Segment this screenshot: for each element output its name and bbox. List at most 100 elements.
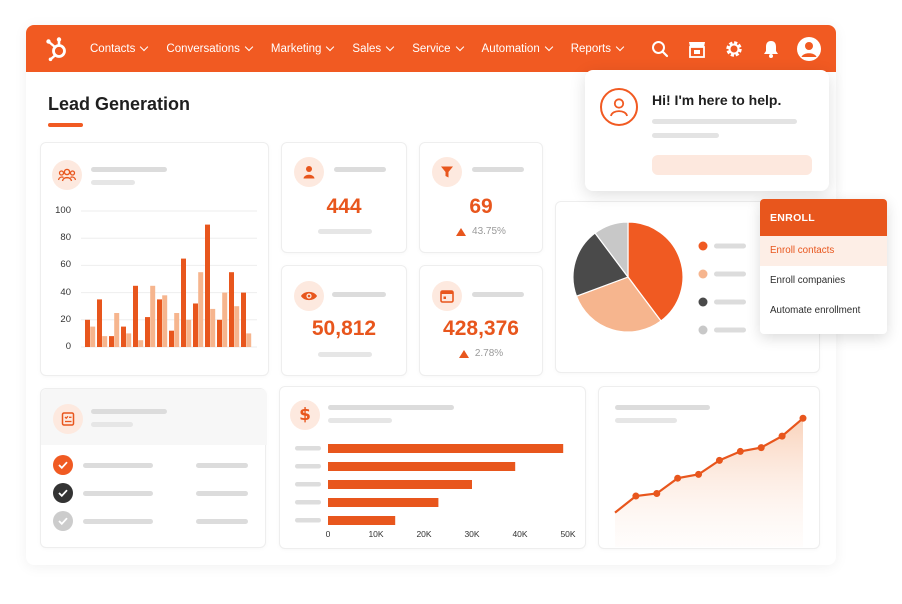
task-label-placeholder	[83, 491, 153, 496]
area-point	[715, 456, 723, 464]
placeholder-line	[91, 422, 133, 427]
stat-delta: 2.78%	[420, 348, 542, 359]
bar	[229, 272, 234, 347]
nav-icon-group	[635, 25, 822, 72]
delta-value: 43.75%	[472, 226, 506, 237]
legend-dot	[698, 269, 708, 279]
stat-value: 428,376	[443, 317, 519, 340]
nav-item-reports[interactable]: Reports	[571, 42, 625, 55]
bar-label-placeholder	[295, 482, 321, 487]
enroll-companies-item[interactable]: Enroll companies	[770, 275, 846, 286]
gear-icon[interactable]	[722, 37, 746, 61]
placeholder-line	[328, 418, 392, 423]
nav-item-service[interactable]: Service	[412, 42, 464, 55]
task-check-icon[interactable]	[53, 483, 73, 503]
bar-label-placeholder	[295, 464, 321, 469]
pie-chart	[572, 221, 746, 335]
stat-value: 444	[326, 195, 362, 218]
bar	[162, 295, 168, 347]
nav-item-automation[interactable]: Automation	[481, 42, 553, 55]
bar	[246, 333, 252, 347]
bar	[85, 319, 90, 347]
nav-item-label: Conversations	[166, 42, 240, 55]
automate-enrollment-item[interactable]: Automate enrollment	[770, 305, 861, 316]
marketplace-icon[interactable]	[685, 37, 709, 61]
horizontal-bar-chart	[295, 444, 564, 525]
chevron-down-icon	[385, 42, 395, 51]
avatar-icon[interactable]	[796, 36, 822, 62]
bar	[205, 224, 210, 347]
bar-label-placeholder	[295, 500, 321, 505]
stat-delta: 43.75%	[420, 226, 542, 237]
legend-placeholder	[714, 327, 746, 333]
pie-slice	[594, 221, 629, 279]
chat-reply-button[interactable]	[652, 155, 812, 175]
nav-item-contacts[interactable]: Contacts	[90, 42, 149, 55]
nav-item-sales[interactable]: Sales	[352, 42, 395, 55]
task-check-icon[interactable]	[53, 511, 73, 531]
area-point	[674, 474, 682, 482]
nav-item-label: Automation	[481, 42, 540, 55]
legend-placeholder	[714, 271, 746, 277]
task-value-placeholder	[196, 519, 248, 524]
chat-popup[interactable]: Hi! I'm here to help.	[585, 70, 829, 191]
chevron-down-icon	[244, 42, 254, 51]
y-tick-label: 80	[60, 232, 71, 244]
placeholder-line	[91, 409, 167, 414]
nav-item-marketing[interactable]: Marketing	[270, 42, 335, 55]
horizontal-bar-card: $ 0 10K 20K 30K 40K 50K	[279, 386, 586, 549]
area-point	[757, 444, 765, 452]
legend-dot	[698, 241, 708, 251]
person-icon	[294, 157, 324, 187]
area-chart	[614, 414, 807, 547]
bar	[174, 313, 180, 347]
area-chart-card	[598, 386, 820, 549]
stat-value: 50,812	[311, 317, 377, 340]
y-tick-label: 40	[60, 286, 71, 298]
x-tick-label: 30K	[464, 529, 480, 539]
task-value-placeholder	[196, 491, 248, 496]
stat-card-views: 50,812	[281, 265, 407, 376]
task-check-icon[interactable]	[53, 455, 73, 475]
nav-item-label: Marketing	[270, 42, 322, 55]
chevron-down-icon	[544, 42, 553, 51]
area-point	[799, 414, 807, 422]
task-value-placeholder	[196, 463, 248, 468]
stat-value: 69	[469, 195, 493, 218]
up-triangle-icon	[458, 349, 469, 358]
bell-icon[interactable]	[759, 37, 783, 61]
bar-label-placeholder	[295, 446, 321, 451]
chevron-down-icon	[140, 42, 149, 51]
x-tick-label: 10K	[368, 529, 384, 539]
x-tick-label: 0	[325, 529, 331, 539]
nav-item-label: Sales	[352, 42, 382, 55]
search-icon[interactable]	[648, 37, 672, 61]
nav-item-label: Contacts	[90, 42, 136, 55]
placeholder-line	[652, 119, 797, 124]
stat-card-contacts: 444	[281, 142, 407, 253]
bar-chart-card: 100 80 60 40 20 0	[40, 142, 269, 376]
y-tick-label: 60	[60, 259, 71, 271]
bar	[109, 336, 114, 347]
bar	[210, 308, 216, 347]
placeholder-line	[652, 133, 719, 138]
vertical-bar-chart	[81, 210, 257, 348]
placeholder-line	[472, 292, 524, 297]
bar	[181, 258, 186, 347]
bar	[193, 303, 198, 347]
bar	[150, 285, 156, 347]
top-nav: Contacts Conversations Marketing Sales Servi…	[26, 25, 836, 72]
enroll-menu-title: ENROLL	[760, 199, 887, 236]
bar	[121, 326, 126, 347]
x-tick-label: 40K	[512, 529, 528, 539]
enroll-contacts-item[interactable]: Enroll contacts	[760, 236, 887, 266]
placeholder-line	[328, 405, 454, 410]
page-title: Lead Generation	[48, 94, 191, 114]
bar	[97, 299, 102, 347]
delta-value: 2.78%	[474, 348, 504, 359]
legend-dot	[698, 297, 708, 307]
legend-placeholder	[714, 299, 746, 305]
hubspot-logo-icon[interactable]	[44, 36, 70, 62]
chevron-down-icon	[615, 42, 625, 51]
nav-item-conversations[interactable]: Conversations	[166, 42, 254, 55]
